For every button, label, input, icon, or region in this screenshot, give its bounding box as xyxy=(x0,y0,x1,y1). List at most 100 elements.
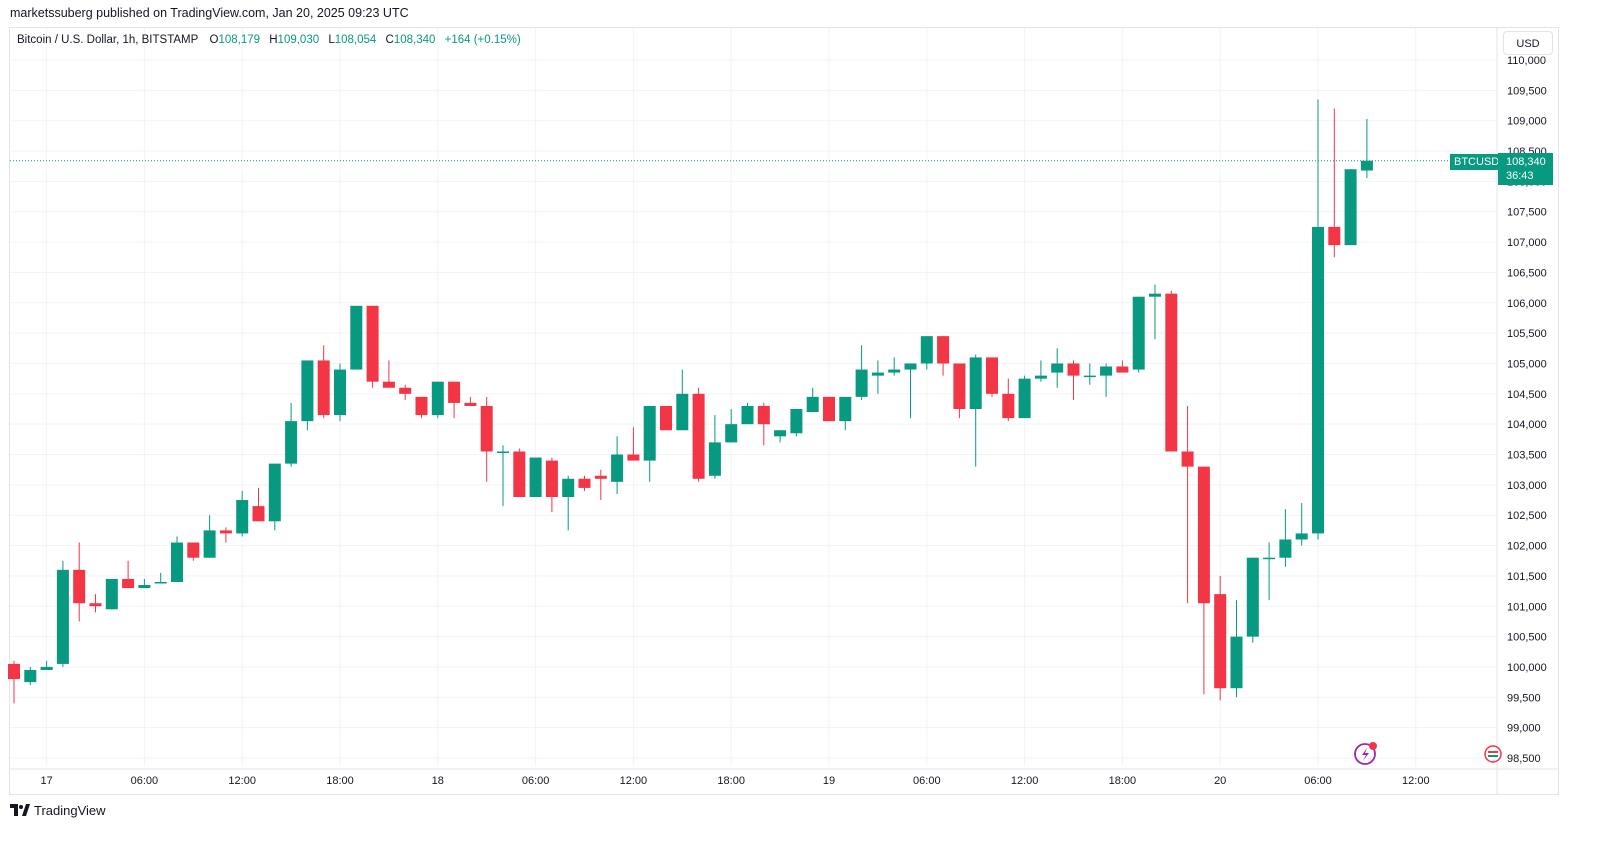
candle[interactable] xyxy=(301,360,314,431)
candle[interactable] xyxy=(692,387,705,482)
candle[interactable] xyxy=(236,490,249,537)
candle-body xyxy=(920,336,933,364)
candle[interactable] xyxy=(1116,360,1129,373)
candle[interactable] xyxy=(1295,503,1308,546)
open-key: O xyxy=(209,34,219,46)
candle[interactable] xyxy=(1051,348,1064,388)
candle[interactable] xyxy=(643,405,656,482)
footer-brand[interactable]: TradingView xyxy=(34,803,106,818)
candle[interactable] xyxy=(806,387,819,413)
candle[interactable] xyxy=(122,560,135,589)
candle[interactable] xyxy=(252,487,265,522)
candle[interactable] xyxy=(1263,542,1276,601)
candle-body xyxy=(154,581,167,584)
candle[interactable] xyxy=(1328,108,1341,258)
candle[interactable] xyxy=(1230,600,1243,698)
candle[interactable] xyxy=(1018,375,1031,419)
candle[interactable] xyxy=(1197,466,1210,695)
candle[interactable] xyxy=(1181,405,1194,604)
candle[interactable] xyxy=(448,381,461,419)
candle[interactable] xyxy=(1214,575,1227,701)
candle[interactable] xyxy=(105,578,118,610)
candle[interactable] xyxy=(285,402,298,467)
candle[interactable] xyxy=(415,396,428,419)
candle[interactable] xyxy=(1002,378,1015,422)
candle-body xyxy=(871,372,884,376)
candle[interactable] xyxy=(268,463,281,531)
candle[interactable] xyxy=(741,402,754,425)
x-tick-label: 18:00 xyxy=(1109,775,1137,787)
candle[interactable] xyxy=(1149,284,1161,340)
candle[interactable] xyxy=(187,542,200,561)
candle[interactable] xyxy=(8,660,20,704)
candle[interactable] xyxy=(937,336,950,376)
candle[interactable] xyxy=(24,666,37,686)
candle[interactable] xyxy=(89,594,102,613)
candle[interactable] xyxy=(480,396,493,482)
candle[interactable] xyxy=(953,363,966,419)
candle[interactable] xyxy=(399,384,412,400)
candle-body xyxy=(594,475,607,479)
candle[interactable] xyxy=(871,360,884,394)
candle[interactable] xyxy=(1165,290,1178,452)
candle[interactable] xyxy=(676,369,689,431)
candle[interactable] xyxy=(203,515,216,558)
candle[interactable] xyxy=(725,409,738,443)
candle[interactable] xyxy=(660,405,672,431)
candle[interactable] xyxy=(1100,363,1113,397)
candle[interactable] xyxy=(529,457,542,498)
tradingview-logo-icon[interactable] xyxy=(10,803,30,818)
candle[interactable] xyxy=(497,445,509,507)
candle[interactable] xyxy=(382,360,395,388)
candle[interactable] xyxy=(904,363,917,419)
candle[interactable] xyxy=(219,527,232,543)
candle[interactable] xyxy=(1083,363,1096,385)
candle[interactable] xyxy=(138,578,151,589)
candle[interactable] xyxy=(1312,99,1324,540)
candle[interactable] xyxy=(350,305,363,370)
candle[interactable] xyxy=(1132,296,1145,373)
candle[interactable] xyxy=(823,396,835,422)
candle[interactable] xyxy=(611,436,624,494)
candle[interactable] xyxy=(969,354,982,467)
symbol-label[interactable]: Bitcoin / U.S. Dollar, 1h, BITSTAMP xyxy=(17,34,199,46)
candle[interactable] xyxy=(1344,169,1357,246)
candle-body xyxy=(268,463,281,522)
candlestick-series xyxy=(8,99,1373,704)
ohlc-legend: Bitcoin / U.S. Dollar, 1h, BITSTAMP O108… xyxy=(17,34,527,46)
candle[interactable] xyxy=(1034,360,1047,382)
candle[interactable] xyxy=(1279,509,1292,567)
candle[interactable] xyxy=(40,660,53,670)
candle[interactable] xyxy=(839,396,852,431)
candle[interactable] xyxy=(594,469,607,501)
lightning-icon[interactable] xyxy=(1354,742,1377,765)
candle[interactable] xyxy=(578,475,591,491)
candle[interactable] xyxy=(774,430,787,443)
candle[interactable] xyxy=(757,402,770,446)
candle[interactable] xyxy=(366,305,379,388)
candle[interactable] xyxy=(1067,360,1080,400)
candle[interactable] xyxy=(317,345,330,419)
candle[interactable] xyxy=(545,457,558,513)
candle[interactable] xyxy=(56,560,69,667)
candle[interactable] xyxy=(171,536,183,582)
candle[interactable] xyxy=(431,381,444,419)
candle[interactable] xyxy=(790,409,803,437)
candle[interactable] xyxy=(154,572,167,584)
candle[interactable] xyxy=(627,427,640,461)
candle[interactable] xyxy=(513,448,526,498)
candle[interactable] xyxy=(464,396,477,406)
flag-icon[interactable] xyxy=(1484,745,1502,763)
candle[interactable] xyxy=(888,357,901,376)
candle[interactable] xyxy=(1246,557,1259,643)
candle[interactable] xyxy=(855,345,868,400)
candle[interactable] xyxy=(73,542,86,622)
candle[interactable] xyxy=(562,475,575,531)
candle[interactable] xyxy=(708,415,721,479)
currency-button[interactable]: USD xyxy=(1503,31,1553,55)
candle[interactable] xyxy=(986,357,998,397)
candle[interactable] xyxy=(920,336,933,370)
candle[interactable] xyxy=(1360,118,1373,179)
candle[interactable] xyxy=(334,363,346,422)
